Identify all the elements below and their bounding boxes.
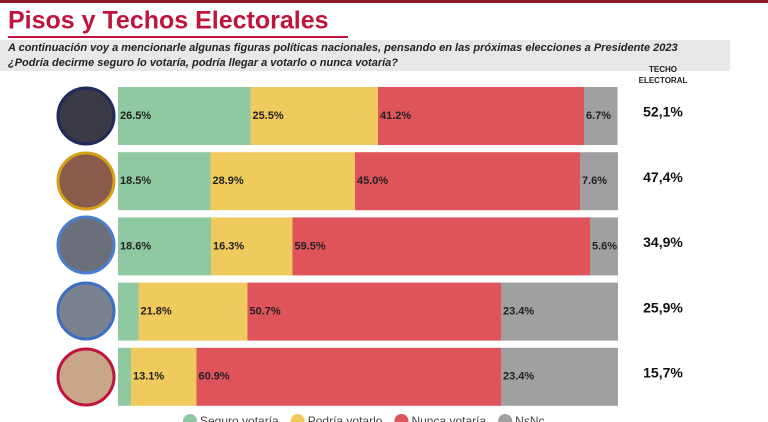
data-label: 21.8% xyxy=(141,306,172,318)
bar-segment xyxy=(210,152,355,211)
bar-segment xyxy=(211,217,293,276)
data-label: 41.2% xyxy=(380,110,411,122)
data-label: 50.7% xyxy=(250,306,281,318)
photos xyxy=(56,86,116,407)
bar-segment xyxy=(501,347,618,406)
bar-segment xyxy=(292,217,590,276)
legend-label: Nunca votaría xyxy=(411,414,486,422)
bar-segment xyxy=(355,152,580,211)
bar-segment xyxy=(250,87,378,145)
data-label: 18.5% xyxy=(120,175,151,187)
data-label: 6.7% xyxy=(586,110,611,122)
ceiling-value: 34,9% xyxy=(643,234,683,250)
photo xyxy=(56,215,116,275)
chart-title: Pisos y Techos Electorales xyxy=(8,7,329,35)
bar-segment xyxy=(378,87,584,145)
bar-segment xyxy=(118,282,139,341)
legend-swatch xyxy=(394,414,409,422)
data-label: 60.9% xyxy=(199,371,230,383)
legend-label: Seguro votaría xyxy=(200,414,279,422)
bar-segment xyxy=(138,282,248,341)
ceiling-value: 25,9% xyxy=(643,299,683,315)
data-label: 5.6% xyxy=(592,240,617,252)
photo xyxy=(56,281,116,341)
bar-segment xyxy=(590,217,618,276)
bar-segment xyxy=(584,87,618,145)
data-label: 7.6% xyxy=(582,175,607,187)
subtitle-bg xyxy=(0,40,730,71)
data-label: 23.4% xyxy=(503,371,534,383)
photo xyxy=(56,86,116,146)
bar-segment xyxy=(131,347,197,406)
legend-label: Podría votarlo xyxy=(308,414,383,422)
data-label: 25.5% xyxy=(253,110,284,122)
subtitle: A continuación voy a mencionarle algunas… xyxy=(7,42,678,54)
bar-segment xyxy=(118,217,211,276)
data-label: 28.9% xyxy=(213,175,244,187)
data-label: 16.3% xyxy=(213,240,244,252)
data-label: 45.0% xyxy=(357,175,388,187)
bar-segment xyxy=(501,282,618,341)
ceiling-value: 47,4% xyxy=(643,169,683,185)
ceiling-value: 52,1% xyxy=(643,104,683,120)
ceiling-value: 15,7% xyxy=(643,365,683,381)
data-label: 18.6% xyxy=(120,240,151,252)
data-label: 26.5% xyxy=(120,110,151,122)
legend-swatch xyxy=(498,414,513,422)
data-label: 23.4% xyxy=(503,306,534,318)
legend-swatch xyxy=(290,414,305,422)
legend-label: NsNc xyxy=(515,414,544,422)
photo xyxy=(56,347,116,407)
bar-segment xyxy=(580,152,618,211)
data-label: 59.5% xyxy=(295,240,326,252)
ceiling-title: TECHO ELECTORAL xyxy=(638,65,688,85)
bar-segment xyxy=(196,347,501,406)
photo xyxy=(56,151,116,211)
top-bar xyxy=(0,0,768,3)
subtitle: ¿Podría decirme seguro lo votaría, podrí… xyxy=(8,57,398,69)
bar-segment xyxy=(118,152,211,211)
bar-segment xyxy=(118,87,251,145)
bar-segment xyxy=(247,282,501,341)
bar-segment xyxy=(118,347,131,406)
data-label: 13.1% xyxy=(133,371,164,383)
legend-swatch xyxy=(183,414,197,422)
